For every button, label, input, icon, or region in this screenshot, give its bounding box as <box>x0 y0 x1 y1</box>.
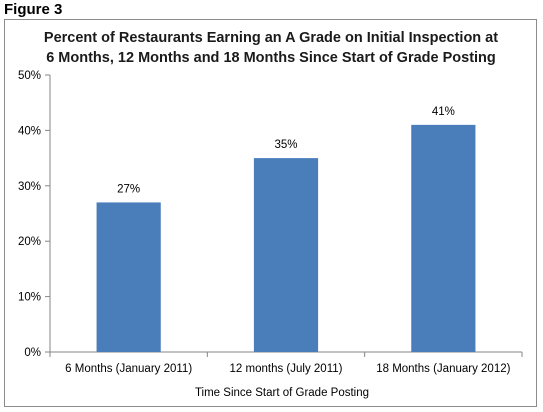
bar <box>253 158 319 352</box>
x-category-label: 18 Months (January 2012) <box>376 363 510 375</box>
bar-value-label: 35% <box>274 139 297 151</box>
bar-value-label: 27% <box>117 183 140 195</box>
bar <box>96 202 161 352</box>
y-tick-label: 10% <box>18 292 41 304</box>
y-tick-label: 0% <box>24 347 41 359</box>
y-tick-label: 40% <box>18 125 41 137</box>
y-tick-label: 20% <box>18 236 41 248</box>
bar <box>411 124 476 352</box>
y-tick-label: 30% <box>18 181 41 193</box>
x-category-label: 6 Months (January 2011) <box>65 363 192 375</box>
x-category-label: 12 months (July 2011) <box>230 363 343 375</box>
chart-title-line-1: Percent of Restaurants Earning an A Grad… <box>44 30 498 46</box>
bar-value-label: 41% <box>432 106 455 118</box>
chart-title-line-2: 6 Months, 12 Months and 18 Months Since … <box>46 50 496 66</box>
figure-label: Figure 3 <box>4 1 63 18</box>
x-axis-title: Time Since Start of Grade Posting <box>195 387 369 399</box>
y-tick-label: 50% <box>18 70 41 82</box>
